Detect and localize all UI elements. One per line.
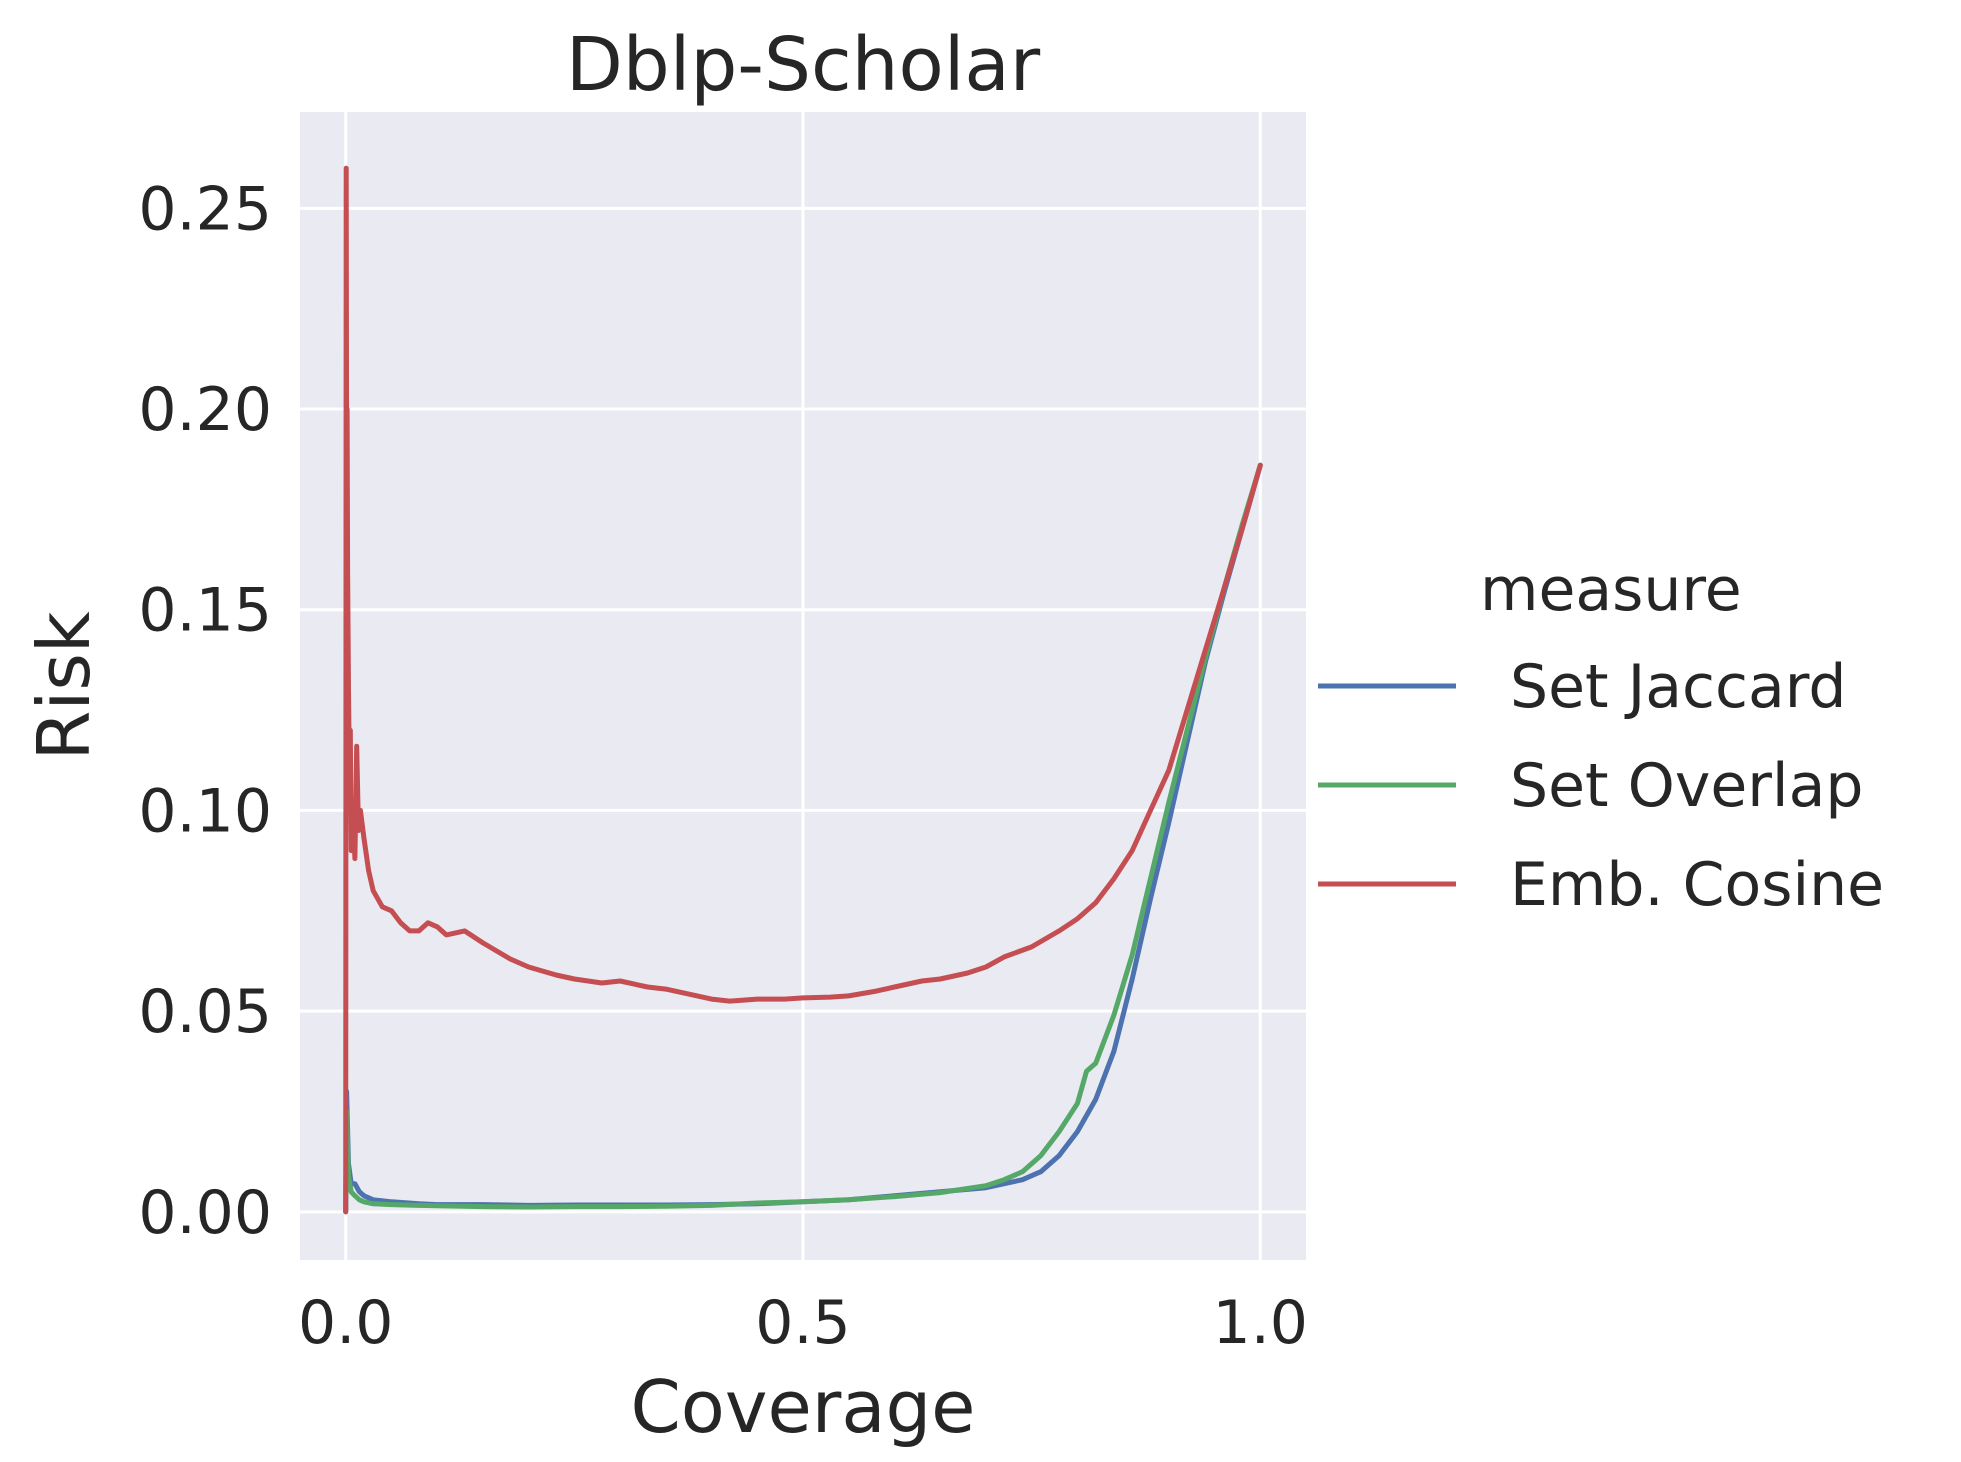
chart-title: Dblp-Scholar bbox=[566, 22, 1041, 108]
x-tick-label: 0.5 bbox=[755, 1288, 850, 1358]
legend: measure Set Jaccard Set Overlap Emb. Cosin… bbox=[1318, 555, 1884, 920]
y-tick-label: 0.15 bbox=[138, 576, 272, 646]
y-tick-label: 0.00 bbox=[138, 1178, 272, 1248]
x-tick-labels: 0.0 0.5 1.0 bbox=[298, 1288, 1308, 1358]
y-axis-label: Risk bbox=[22, 611, 106, 761]
series-lines bbox=[343, 165, 1263, 1215]
legend-label: Set Jaccard bbox=[1510, 652, 1847, 722]
y-tick-label: 0.20 bbox=[138, 375, 272, 445]
y-tick-label: 0.10 bbox=[138, 776, 272, 846]
legend-items: Set Jaccard Set Overlap Emb. Cosine bbox=[1318, 652, 1884, 920]
y-tick-labels: 0.00 0.05 0.10 0.15 0.20 0.25 bbox=[138, 174, 272, 1247]
series-line-emb-cosine bbox=[343, 165, 1263, 1215]
x-tick-label: 1.0 bbox=[1213, 1288, 1308, 1358]
y-tick-label: 0.05 bbox=[138, 977, 272, 1047]
legend-label: Set Overlap bbox=[1510, 751, 1863, 821]
y-tick-label: 0.25 bbox=[138, 174, 272, 244]
x-tick-label: 0.0 bbox=[298, 1288, 393, 1358]
legend-title: measure bbox=[1480, 555, 1742, 625]
x-axis-label: Coverage bbox=[631, 1365, 976, 1449]
series-line-set-overlap bbox=[343, 462, 1263, 1215]
legend-label: Emb. Cosine bbox=[1510, 850, 1884, 920]
